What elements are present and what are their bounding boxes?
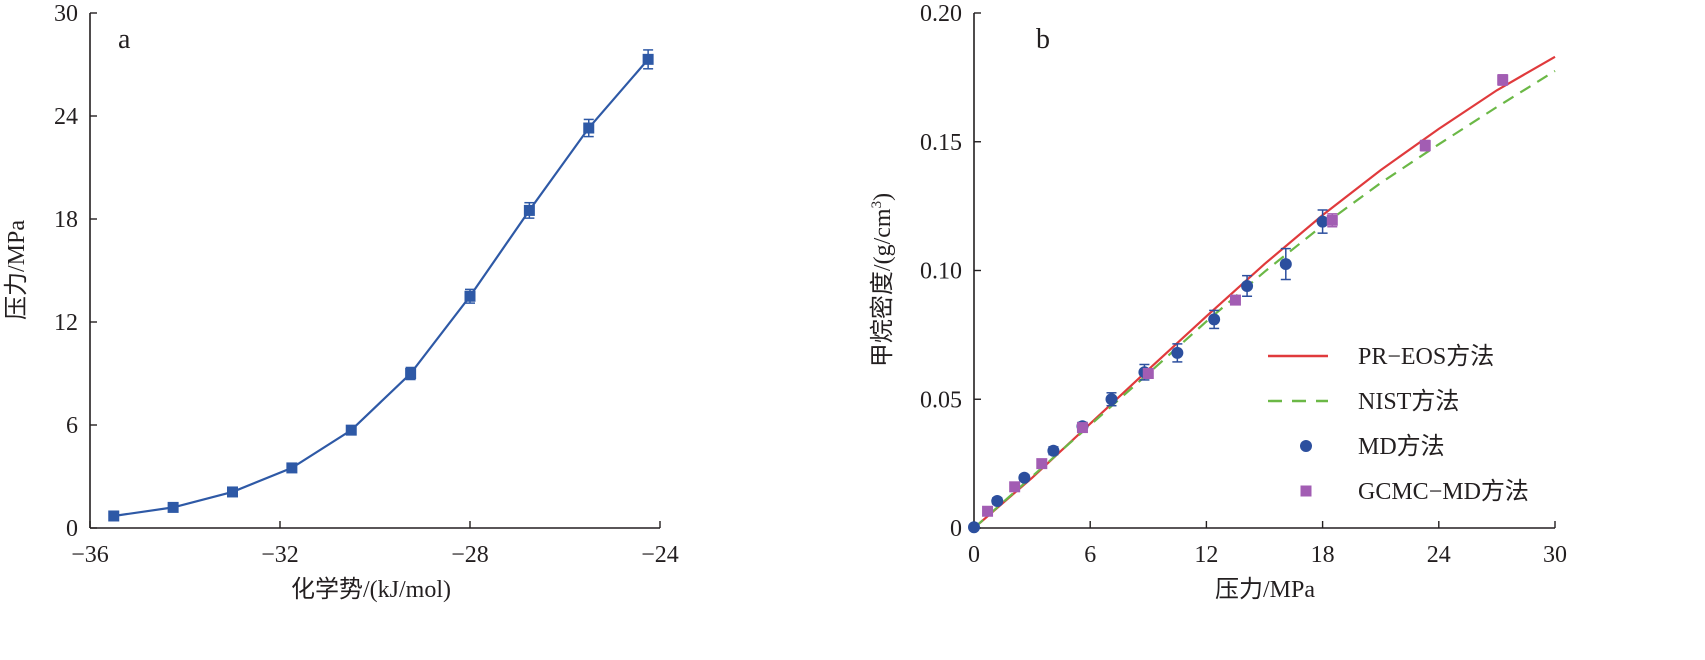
data-point	[1018, 471, 1031, 484]
data-point	[1009, 481, 1021, 493]
legend-item: GCMC−MD方法	[1300, 478, 1529, 505]
data-point	[991, 494, 1004, 507]
legend-label: MD方法	[1358, 433, 1445, 460]
legend-item: NIST方法	[1268, 388, 1459, 415]
x-tick-label: 0	[968, 542, 980, 568]
y-tick-label: 0.10	[920, 259, 962, 285]
panel-a: a −36 −32 −28 −24 0 6 12 18 24 30 化学势/(kJ/mol) 压力…	[3, 1, 679, 603]
panel-b-y-axis-label-end: )	[870, 193, 896, 201]
x-tick-label: −36	[71, 542, 109, 568]
panel-a-x-axis-label: 化学势/(kJ/mol)	[291, 576, 451, 603]
y-tick-label: 0.15	[920, 130, 962, 156]
legend-label: NIST方法	[1358, 388, 1459, 415]
y-tick-label: 18	[54, 207, 78, 233]
data-point	[583, 122, 595, 134]
x-tick-label: 18	[1311, 542, 1335, 568]
panel-b: b 0 6 12 18 24 30 0 0.05 0.10 0.15 0.20 压力/MPa 甲烷密…	[869, 1, 1567, 603]
legend-label: PR−EOS方法	[1358, 343, 1494, 370]
data-point	[1326, 214, 1338, 226]
data-point	[523, 204, 535, 216]
legend-swatch	[1300, 440, 1312, 452]
series-0	[973, 55, 1556, 529]
data-point	[464, 290, 476, 302]
panel-b-ticks: 0 6 12 18 24 30 0 0.05 0.10 0.15 0.20	[920, 1, 1567, 568]
series-3	[982, 74, 1509, 517]
y-tick-label: 12	[54, 310, 78, 336]
panel-b-y-axis-label-main: 甲烷密度/(g/cm	[869, 208, 896, 367]
y-tick-label: 24	[54, 104, 78, 130]
data-point	[167, 501, 179, 513]
legend-label: GCMC−MD方法	[1358, 478, 1529, 505]
series-line	[973, 70, 1556, 529]
legend-item: PR−EOS方法	[1268, 343, 1494, 370]
series-1	[973, 70, 1556, 529]
legend-item: MD方法	[1300, 433, 1445, 460]
data-point	[1047, 444, 1060, 457]
y-tick-label: 0	[950, 516, 962, 542]
series-line	[113, 58, 649, 518]
legend-swatch	[1300, 485, 1312, 497]
data-point	[108, 510, 120, 522]
panel-a-series	[108, 49, 654, 522]
data-point	[1171, 346, 1184, 359]
panel-a-axes	[89, 13, 660, 529]
y-tick-label: 6	[66, 413, 78, 439]
data-point	[1076, 422, 1088, 434]
data-point	[1497, 74, 1509, 86]
data-point	[968, 521, 980, 534]
data-point	[1036, 458, 1048, 470]
series-0	[108, 49, 654, 522]
x-tick-label: 30	[1543, 542, 1567, 568]
panel-b-letter: b	[1036, 24, 1050, 55]
data-point	[1279, 258, 1292, 271]
x-tick-label: 6	[1084, 542, 1096, 568]
data-point	[227, 486, 238, 498]
x-tick-label: −24	[641, 542, 679, 568]
panel-b-legend: PR−EOS方法 NIST方法 MD方法 GCMC−MD方法	[1268, 343, 1529, 505]
data-point	[1316, 215, 1329, 228]
data-point	[286, 462, 298, 474]
x-tick-label: 24	[1427, 542, 1451, 568]
data-point	[1208, 313, 1221, 326]
y-tick-label: 30	[54, 1, 78, 27]
data-point	[1105, 393, 1118, 406]
data-point	[1419, 140, 1431, 152]
series-line	[973, 55, 1556, 529]
data-point	[1142, 368, 1154, 379]
panel-a-letter: a	[118, 24, 131, 55]
y-tick-label: 0	[66, 516, 78, 542]
panel-b-y-axis-label-superscript: 3	[869, 201, 885, 209]
data-point	[642, 53, 654, 65]
panel-b-y-axis-label: 甲烷密度/(g/cm3)	[869, 193, 896, 367]
panel-a-ticks: −36 −32 −28 −24 0 6 12 18 24 30	[54, 1, 679, 568]
y-tick-label: 0.05	[920, 387, 962, 413]
panel-b-x-axis-label: 压力/MPa	[1215, 576, 1315, 603]
series-2	[968, 209, 1329, 534]
x-tick-label: −32	[261, 542, 299, 568]
data-point	[982, 505, 994, 517]
y-tick-label: 0.20	[920, 1, 962, 27]
data-point	[1241, 279, 1254, 292]
x-tick-label: −28	[451, 542, 489, 568]
data-point	[345, 424, 357, 436]
x-tick-label: 12	[1194, 542, 1218, 568]
data-point	[1229, 294, 1241, 306]
data-point	[405, 368, 417, 379]
panel-a-y-axis-label: 压力/MPa	[3, 220, 30, 320]
panel-b-series	[968, 55, 1556, 534]
